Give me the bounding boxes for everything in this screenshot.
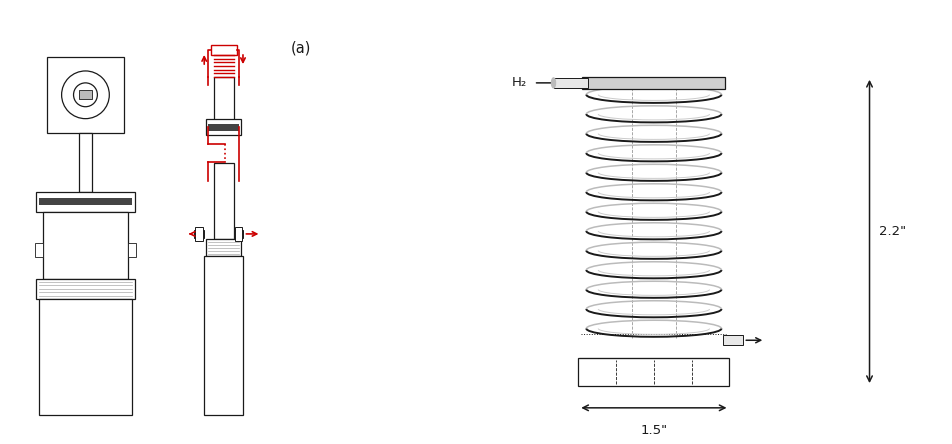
Text: 2.2": 2.2"	[879, 225, 905, 238]
Bar	[39, 198, 132, 205]
Bar	[553, 78, 587, 88]
Bar	[47, 57, 124, 133]
Bar	[208, 123, 239, 131]
Bar	[39, 298, 132, 415]
Text: (a): (a)	[291, 40, 311, 55]
Bar	[193, 230, 204, 238]
Bar	[36, 279, 135, 298]
Text: H₂: H₂	[511, 76, 526, 89]
Bar	[78, 90, 92, 99]
Text: 1.5": 1.5"	[640, 424, 666, 437]
Bar	[206, 119, 241, 135]
Bar	[204, 256, 243, 415]
Bar	[206, 239, 241, 256]
Bar	[213, 77, 233, 127]
Bar	[129, 243, 136, 257]
Bar	[723, 335, 743, 345]
Bar	[233, 230, 243, 238]
Bar	[210, 45, 236, 55]
Bar	[194, 227, 203, 241]
Bar	[582, 77, 724, 89]
Bar	[36, 192, 135, 212]
Bar	[578, 358, 728, 386]
Bar	[78, 133, 92, 192]
Bar	[43, 212, 129, 279]
Ellipse shape	[551, 78, 555, 88]
Bar	[213, 163, 233, 239]
Bar	[34, 243, 43, 257]
Bar	[234, 227, 242, 241]
